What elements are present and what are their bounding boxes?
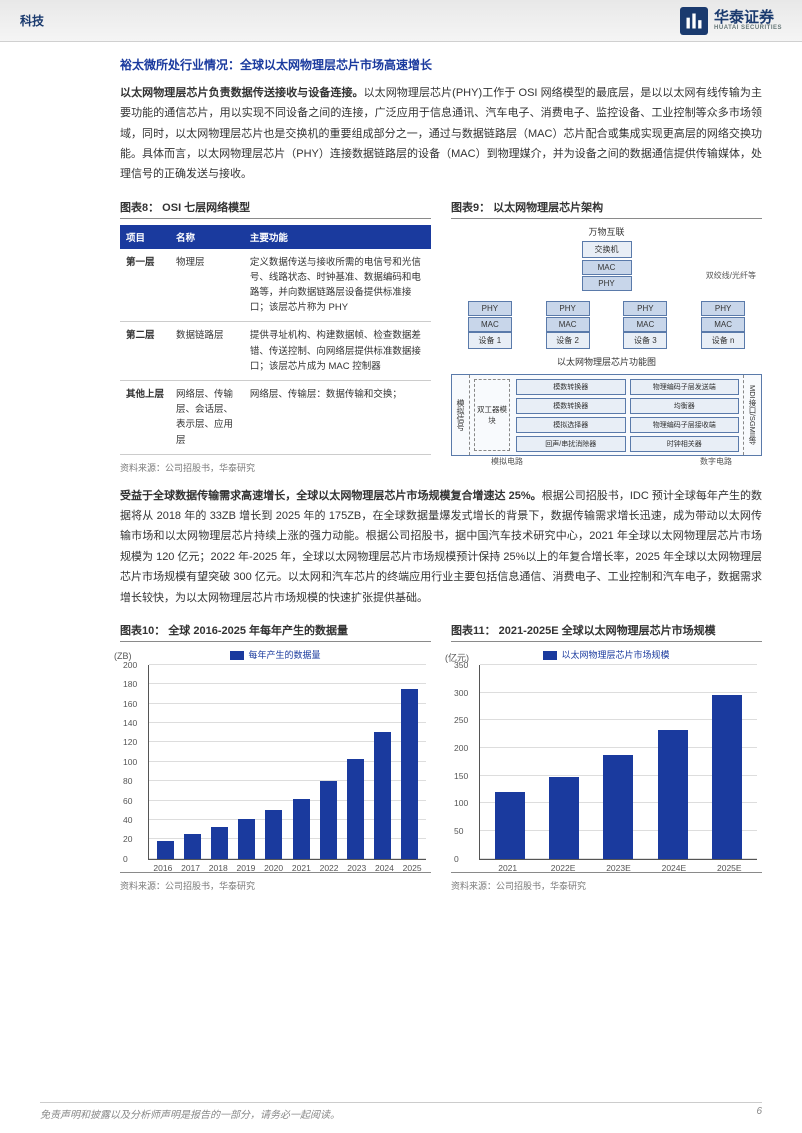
paragraph-2: 受益于全球数据传输需求高速增长，全球以太网物理层芯片市场规模复合增速达 25%。…	[120, 486, 762, 608]
fig11-title: 图表11： 2021-2025E 全球以太网物理层芯片市场规模	[451, 622, 762, 642]
chart10: 每年产生的数据量 (ZB)020406080100120140160180200…	[120, 648, 431, 873]
fig8-title: 图表8： OSI 七层网络模型	[120, 199, 431, 219]
fig11-source: 资料来源：公司招股书，华泰研究	[451, 879, 762, 892]
arch-diagram: 万物互联 交换机 MAC PHY 双绞线/光纤等 PHYMAC设备 1PHYMA…	[451, 225, 762, 435]
paragraph-1: 以太网物理层芯片负责数据传送接收与设备连接。以太网物理层芯片(PHY)工作于 O…	[120, 83, 762, 185]
fig10-source: 资料来源：公司招股书，华泰研究	[120, 879, 431, 892]
brand-en: HUATAI SECURITIES	[714, 25, 782, 31]
dia-mid: 以太网物理层芯片功能图	[451, 355, 762, 368]
disclaimer: 免责声明和披露以及分析师声明是报告的一部分，请务必一起阅读。	[40, 1106, 340, 1121]
dia-phy: PHY	[582, 276, 632, 291]
dia-switch: 交换机	[582, 241, 632, 258]
dia-top: 万物互联	[451, 225, 762, 238]
dia-left: 模拟信号	[452, 375, 470, 455]
dia-duplex: 双工器模块	[474, 379, 510, 451]
brand-name: 华泰证券	[714, 10, 782, 25]
th-item: 项目	[120, 225, 170, 249]
fig10-title: 图表10： 全球 2016-2025 年每年产生的数据量	[120, 622, 431, 642]
dia-right: MDI接口/SGMII等	[743, 375, 761, 455]
dia-side: 双绞线/光纤等	[706, 270, 756, 281]
fig8-source: 资料来源：公司招股书，华泰研究	[120, 461, 431, 474]
fig9-title: 图表9： 以太网物理层芯片架构	[451, 199, 762, 219]
footer: 免责声明和披露以及分析师声明是报告的一部分，请务必一起阅读。 6	[40, 1106, 762, 1121]
th-func: 主要功能	[244, 225, 431, 249]
brand-logo: 华泰证券 HUATAI SECURITIES	[680, 7, 782, 35]
top-bar: 科技 华泰证券 HUATAI SECURITIES	[0, 0, 802, 42]
section-title: 裕太微所处行业情况：全球以太网物理层芯片市场高速增长	[120, 56, 762, 73]
osi-table: 项目 名称 主要功能 第一层物理层定义数据传送与接收所需的电信号和光信号、线路状…	[120, 225, 431, 455]
category-label: 科技	[20, 12, 44, 29]
logo-icon	[680, 7, 708, 35]
chart11: 以太网物理层芯片市场规模 (亿元)05010015020025030035020…	[451, 648, 762, 873]
dia-mac: MAC	[582, 260, 632, 275]
th-name: 名称	[170, 225, 244, 249]
page-number: 6	[756, 1106, 762, 1121]
